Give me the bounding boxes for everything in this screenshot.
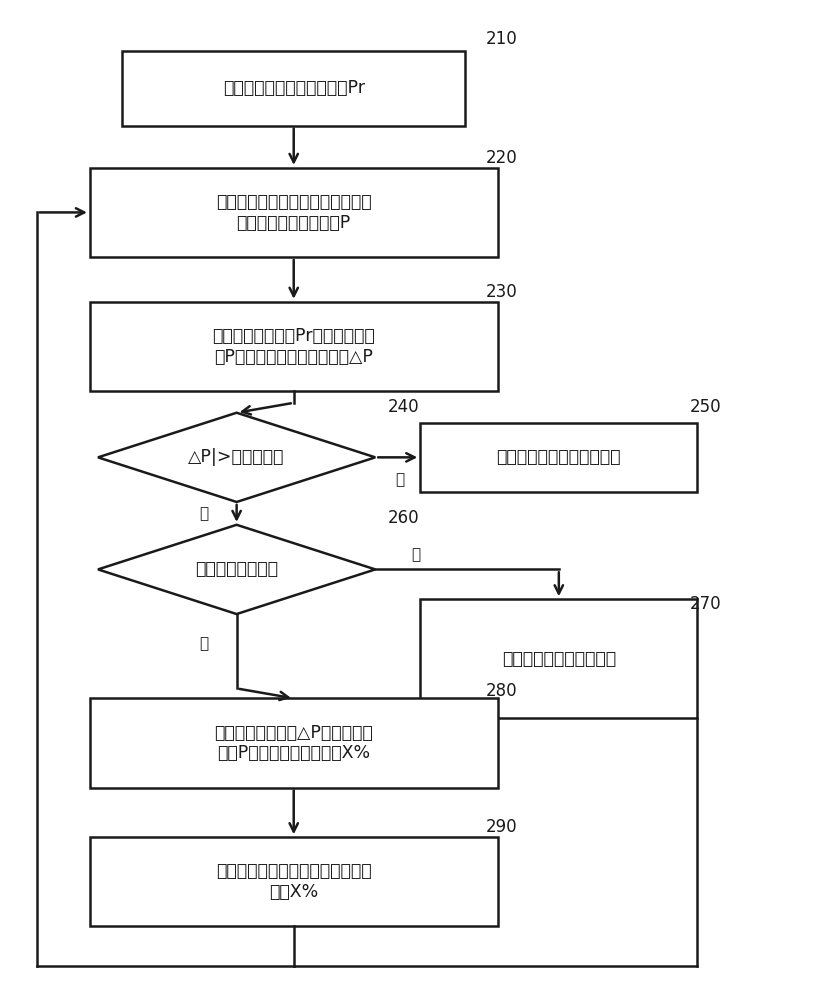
Text: 270: 270 [690, 595, 721, 613]
Text: 240: 240 [387, 398, 419, 416]
Text: 是否有待用机组？: 是否有待用机组？ [195, 560, 279, 578]
Text: 根据功率调整数值△P和实际输出
功率P，获得功率调整比率X%: 根据功率调整数值△P和实际输出 功率P，获得功率调整比率X% [214, 724, 373, 762]
FancyBboxPatch shape [90, 837, 498, 926]
Text: 290: 290 [485, 818, 517, 836]
Text: 获取风电场的目标输出功率Pr: 获取风电场的目标输出功率Pr [222, 79, 365, 97]
Polygon shape [98, 525, 375, 614]
FancyBboxPatch shape [90, 698, 498, 788]
FancyBboxPatch shape [123, 51, 465, 126]
Text: 210: 210 [485, 30, 517, 48]
Text: 250: 250 [690, 398, 721, 416]
Polygon shape [98, 413, 375, 502]
FancyBboxPatch shape [90, 302, 498, 391]
Text: 将已并网机组的输出功率统一向上
调整X%: 将已并网机组的输出功率统一向上 调整X% [216, 862, 372, 901]
Text: 230: 230 [485, 283, 517, 301]
FancyBboxPatch shape [420, 423, 697, 492]
Text: 否: 否 [396, 472, 405, 487]
Text: 否: 否 [199, 636, 208, 651]
Text: 260: 260 [387, 509, 419, 527]
Text: △P|>调整阈值？: △P|>调整阈值？ [189, 448, 285, 466]
Text: 220: 220 [485, 149, 517, 167]
Text: 不进行功率调整而直接退出: 不进行功率调整而直接退出 [497, 448, 621, 466]
Text: 启动待机机组并使其并网: 启动待机机组并使其并网 [502, 650, 616, 668]
Text: 是: 是 [411, 547, 420, 562]
Text: 根据目标输出功率Pr和实际输出功
率P，获得所需功率调整数值△P: 根据目标输出功率Pr和实际输出功 率P，获得所需功率调整数值△P [213, 327, 375, 366]
Text: 是: 是 [199, 506, 208, 521]
Text: 280: 280 [485, 682, 517, 700]
Text: 获取风电场内各风机的工作状态及
风电场的实际输出功率P: 获取风电场内各风机的工作状态及 风电场的实际输出功率P [216, 193, 372, 232]
FancyBboxPatch shape [90, 168, 498, 257]
FancyBboxPatch shape [420, 599, 697, 718]
